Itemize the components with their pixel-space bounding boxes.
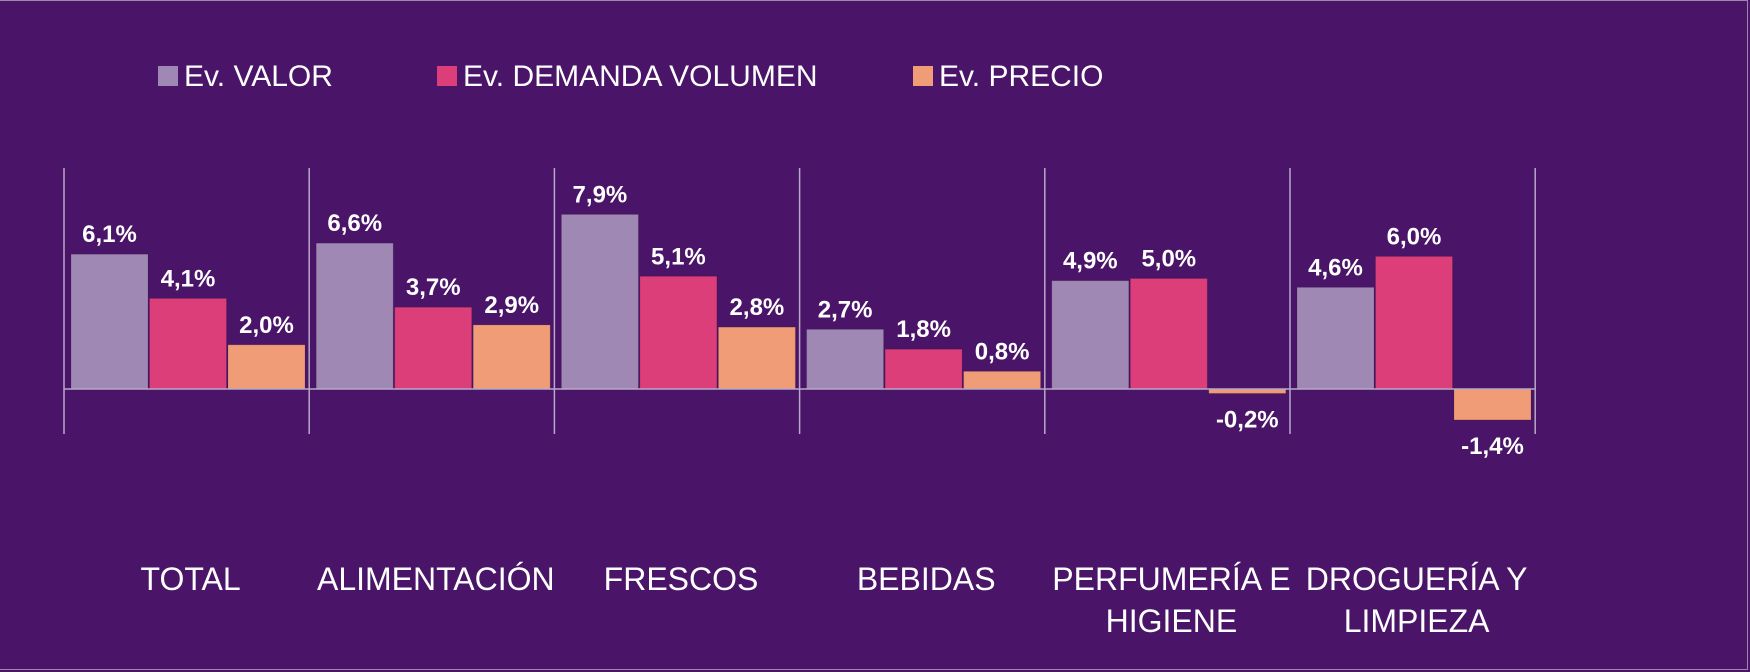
bar-ev-precio-total [227,344,306,390]
bar-ev-demanda-volumen-perfumeria-e-higiene [1129,278,1208,390]
bar-ev-valor-total [70,253,149,390]
bar-ev-valor-perfumeria-e-higiene [1051,280,1130,390]
value-label: 4,1% [161,265,216,292]
legend-label: Ev. VALOR [184,60,333,93]
value-label: 5,1% [651,243,706,270]
category-label-line: TOTAL [141,561,241,597]
legend: Ev. VALOR Ev. DEMANDA VOLUMEN Ev. PRECIO [158,60,1103,93]
bar-ev-precio-bebidas [963,370,1042,390]
legend-item-ev-valor: Ev. VALOR [158,60,333,93]
legend-item-ev-demanda-volumen: Ev. DEMANDA VOLUMEN [437,60,818,93]
bar-ev-precio-alimentacion [472,324,551,390]
value-label: -0,2% [1216,406,1279,433]
group-separators [63,168,1536,434]
bar-ev-valor-alimentacion [315,242,394,390]
value-label: 4,6% [1308,254,1363,281]
value-label: 6,6% [327,210,382,237]
bar-ev-demanda-volumen-total [149,297,227,390]
category-label-line: FRESCOS [604,561,759,597]
value-label: 2,8% [730,294,785,321]
bar-ev-precio-frescos [717,326,796,390]
category-label-line: HIGIENE [1106,603,1238,639]
category-label-line: LIMPIEZA [1344,603,1490,639]
category-label-line: PERFUMERÍA E [1052,561,1290,597]
legend-label: Ev. DEMANDA VOLUMEN [463,60,818,93]
value-label: 2,0% [239,312,294,339]
legend-item-ev-precio: Ev. PRECIO [913,60,1103,93]
value-label: 3,7% [406,274,461,301]
value-label: 1,8% [896,316,951,343]
bar-ev-demanda-volumen-drogueria-y-limpieza [1375,255,1453,390]
legend-swatch [437,66,457,86]
category-label-alimentacion: ALIMENTACIÓN [317,561,555,597]
value-label: 2,7% [818,296,873,323]
value-label: -1,4% [1461,433,1524,460]
category-label-line: BEBIDAS [857,561,996,597]
legend-swatch [158,66,178,86]
category-label-frescos: FRESCOS [604,561,759,597]
bar-ev-precio-drogueria-y-limpieza [1453,388,1532,421]
legend-swatch [913,66,933,86]
bar-ev-valor-drogueria-y-limpieza [1296,286,1375,390]
value-label: 0,8% [975,338,1030,365]
category-labels: TOTAL ALIMENTACIÓN FRESCOS BEBIDAS PERFUMERÍ… [141,561,1528,639]
category-label-line: DROGUERÍA Y [1306,561,1528,597]
category-label-line: ALIMENTACIÓN [317,561,555,597]
category-label-drogueria-y-limpieza: DROGUERÍA Y LIMPIEZA [1306,561,1528,639]
value-label: 7,9% [573,181,628,208]
value-label: 5,0% [1141,246,1196,273]
bars [70,213,1532,421]
category-label-total: TOTAL [141,561,241,597]
value-label: 4,9% [1063,248,1118,275]
value-label: 6,0% [1387,223,1442,250]
value-label: 2,9% [484,292,539,319]
bar-ev-demanda-volumen-bebidas [884,348,963,390]
bar-ev-demanda-volumen-alimentacion [394,306,473,390]
bar-ev-demanda-volumen-frescos [639,275,718,390]
bar-ev-valor-bebidas [806,328,885,390]
value-labels: 6,1% 4,1% 2,0% 6,6% 3,7% 2,9% 7,9% 5,1% 2,8% 2,7%… [82,181,1524,460]
legend-label: Ev. PRECIO [939,60,1103,93]
bar-ev-valor-frescos [560,213,639,390]
category-label-perfumeria-e-higiene: PERFUMERÍA E HIGIENE [1052,561,1290,639]
category-label-bebidas: BEBIDAS [857,561,996,597]
value-label: 6,1% [82,221,137,248]
